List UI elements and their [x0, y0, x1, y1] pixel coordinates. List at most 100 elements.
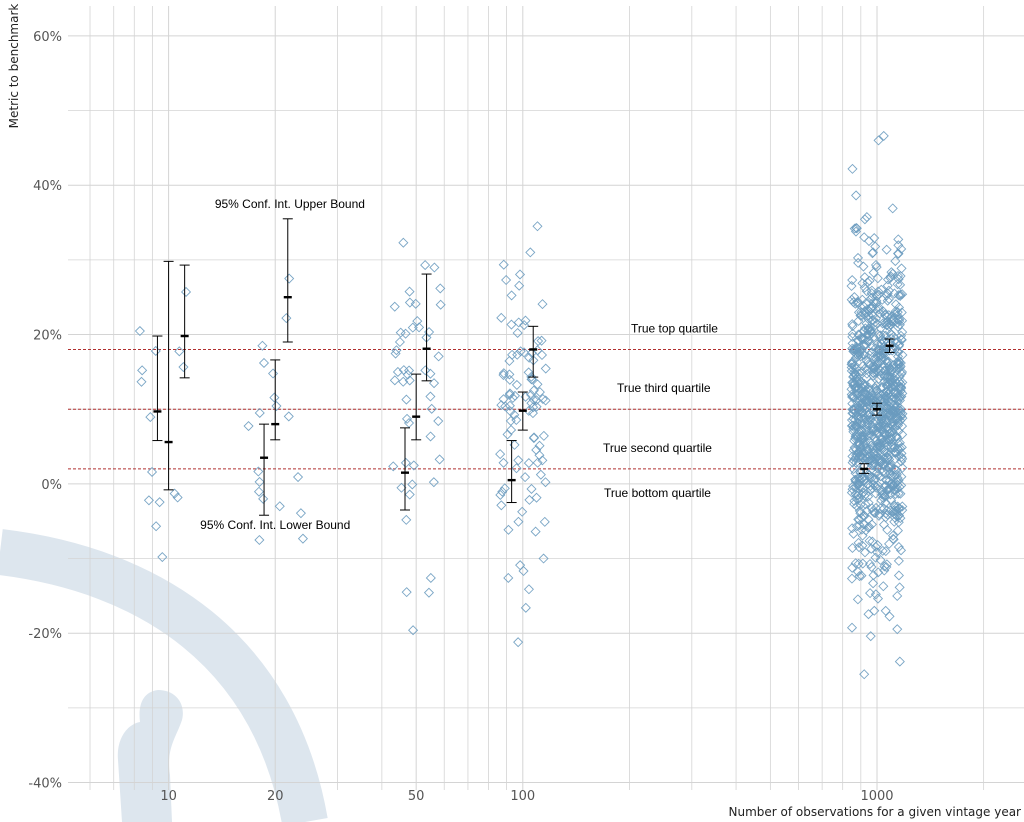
data-point — [401, 394, 412, 405]
data-point — [504, 388, 515, 399]
data-point — [863, 609, 874, 620]
data-point — [530, 526, 541, 537]
confidence-interval-label: 95% Conf. Int. Upper Bound — [215, 197, 365, 211]
data-point — [400, 457, 411, 468]
data-point — [254, 476, 265, 487]
data-point — [849, 442, 860, 453]
data-point — [890, 299, 901, 310]
data-point — [878, 519, 890, 530]
data-point — [861, 212, 872, 223]
data-point — [425, 572, 436, 583]
data-point — [857, 558, 868, 569]
data-point — [868, 368, 879, 379]
data-point — [876, 352, 887, 364]
data-point — [537, 299, 548, 310]
data-point — [536, 349, 548, 361]
data-point — [531, 444, 542, 456]
x-tick-label: 50 — [408, 789, 425, 804]
data-point — [515, 560, 526, 571]
data-point — [894, 582, 905, 593]
data-point — [880, 468, 891, 479]
data-point — [876, 350, 887, 361]
data-point — [534, 387, 545, 398]
y-tick-label: -20% — [28, 627, 62, 642]
data-point — [856, 482, 867, 493]
data-point — [870, 241, 881, 252]
data-point — [526, 371, 537, 382]
data-point — [408, 625, 419, 636]
data-point — [538, 430, 549, 441]
data-point — [882, 288, 893, 299]
x-axis-tick-labels: 10 20 50 100 1000 — [160, 789, 893, 804]
data-point — [850, 369, 861, 380]
data-point — [865, 588, 876, 599]
data-point — [269, 392, 280, 403]
data-point — [859, 547, 871, 558]
data-point — [846, 622, 858, 633]
data-point — [150, 345, 161, 356]
data-point — [497, 486, 508, 497]
data-point — [403, 417, 415, 429]
data-point — [890, 306, 901, 317]
data-point — [496, 500, 507, 511]
data-point — [859, 519, 870, 530]
data-point — [861, 397, 872, 408]
data-point — [500, 401, 511, 412]
data-point — [531, 492, 542, 503]
data-point — [886, 495, 897, 506]
data-point — [853, 452, 864, 464]
data-point — [134, 325, 145, 337]
data-point — [532, 379, 543, 390]
data-point — [856, 570, 867, 581]
data-point — [520, 315, 531, 326]
data-point — [851, 444, 862, 455]
data-point — [408, 460, 419, 471]
data-point — [872, 273, 883, 284]
data-point — [849, 346, 860, 357]
data-point — [881, 357, 893, 368]
data-point — [868, 570, 879, 581]
x-tick-label: 20 — [267, 789, 284, 804]
data-point — [518, 565, 529, 577]
data-point — [529, 432, 540, 443]
data-point — [172, 492, 183, 503]
data-point — [534, 440, 545, 451]
data-point — [876, 284, 887, 295]
data-point — [537, 393, 548, 405]
data-point — [154, 497, 165, 508]
data-point — [887, 375, 898, 386]
data-point — [861, 286, 872, 297]
data-point — [893, 234, 904, 245]
data-point — [859, 340, 870, 351]
data-point — [425, 368, 436, 379]
data-point — [859, 669, 870, 680]
data-point — [882, 509, 893, 520]
data-point — [896, 480, 907, 491]
data-point — [876, 415, 887, 426]
data-point — [401, 587, 412, 598]
data-point — [885, 271, 896, 282]
data-point — [851, 223, 862, 234]
data-point — [875, 441, 886, 452]
data-point — [848, 455, 859, 466]
data-point — [169, 488, 180, 499]
data-point — [880, 497, 891, 508]
data-point — [851, 501, 862, 512]
data-point — [511, 463, 522, 474]
data-point — [253, 466, 264, 477]
data-point — [407, 479, 418, 490]
data-point — [526, 398, 537, 409]
data-point — [854, 405, 865, 416]
data-point — [881, 244, 892, 255]
data-point — [402, 369, 413, 380]
data-point — [857, 540, 868, 551]
data-point — [872, 351, 883, 362]
data-point — [880, 474, 891, 485]
data-point — [425, 431, 436, 442]
data-point — [893, 290, 904, 301]
data-point — [861, 318, 872, 329]
data-point — [875, 370, 886, 381]
data-point — [396, 482, 407, 493]
data-point — [882, 280, 893, 291]
